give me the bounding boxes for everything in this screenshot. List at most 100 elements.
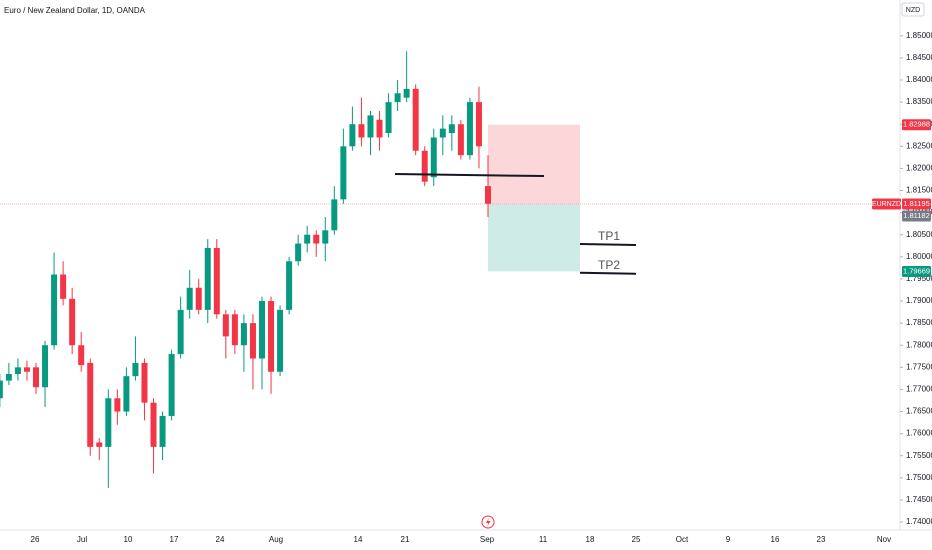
- time-tick-label: 16: [771, 535, 780, 544]
- price-tag: [902, 119, 931, 131]
- tp-line: [579, 243, 637, 247]
- time-tick-label: 11: [539, 535, 548, 544]
- price-tag-label: 1.79669: [903, 266, 930, 275]
- price-tick-label: 1.79500: [906, 274, 932, 283]
- price-tick-label: 1.80500: [906, 230, 932, 239]
- price-tag: [902, 210, 931, 222]
- price-tick-label: 1.85000: [906, 31, 932, 40]
- time-tick-label: 17: [170, 535, 179, 544]
- event-bolt: [486, 518, 491, 527]
- price-tag: [902, 265, 931, 277]
- currency-badge[interactable]: [901, 2, 925, 17]
- price-tick-label: 1.84000: [906, 75, 932, 84]
- price-tick-label: 1.81500: [906, 186, 932, 195]
- candle-body: [204, 247, 211, 310]
- candle-body: [457, 124, 464, 156]
- candle-body: [385, 102, 392, 134]
- time-tick-label: 14: [354, 535, 363, 544]
- event-icon[interactable]: [481, 515, 495, 529]
- tp-line: [579, 271, 637, 275]
- candle-body: [403, 88, 410, 98]
- price-tick-label: 1.84500: [906, 53, 932, 62]
- price-tick-label: 1.80000: [906, 252, 932, 261]
- candle-body: [485, 186, 491, 204]
- time-tick-label: Nov: [877, 535, 891, 544]
- time-tick-label: Oct: [676, 535, 689, 544]
- time-tick-label: Sep: [480, 535, 495, 544]
- candle-body: [195, 287, 202, 310]
- time-tick-label: 18: [586, 535, 595, 544]
- candle-body: [33, 367, 39, 388]
- price-tick-label: 1.76000: [906, 429, 932, 438]
- candle-body: [60, 274, 67, 299]
- candle-body: [177, 309, 184, 355]
- price-tick-label: 1.79000: [906, 296, 932, 305]
- time-tick-label: 23: [817, 535, 826, 544]
- candle-body: [340, 146, 347, 200]
- time-tick-label: Jul: [77, 535, 87, 544]
- price-tick-label: 1.82500: [906, 141, 932, 150]
- candle-body: [42, 345, 49, 388]
- candle-body: [5, 373, 12, 381]
- candle-body: [96, 442, 103, 447]
- price-tick-label: 1.74000: [906, 517, 932, 526]
- price-tick-label: 1.82000: [906, 164, 932, 173]
- price-tag-label: 1.81195: [903, 199, 930, 208]
- candle-body: [322, 230, 329, 244]
- candle-body: [448, 124, 455, 134]
- price-tick-label: 1.77500: [906, 362, 932, 371]
- candle-body: [51, 274, 58, 346]
- price-tick-label: 1.75000: [906, 473, 932, 482]
- candle-body: [376, 119, 383, 138]
- chart-title: Euro / New Zealand Dollar, 1D, OANDA: [4, 6, 146, 15]
- price-tag: [902, 198, 931, 210]
- candle-body: [87, 362, 94, 447]
- candle-body: [367, 115, 374, 138]
- time-tick-label: 26: [31, 535, 40, 544]
- price-tick-label: 1.76500: [906, 407, 932, 416]
- price-tick-label: 1.78500: [906, 318, 932, 327]
- price-tag-label: 1.81182: [903, 211, 930, 220]
- candle-body: [304, 234, 311, 244]
- time-tick-label: Aug: [269, 535, 283, 544]
- candle-body: [186, 287, 193, 310]
- tp-label: TP2: [598, 258, 620, 272]
- candle-body: [439, 128, 446, 138]
- candle-body: [421, 150, 428, 182]
- candle-body: [168, 354, 175, 416]
- candle-body: [240, 323, 247, 346]
- candle-body: [277, 309, 284, 372]
- candle-body: [123, 376, 130, 412]
- symbol-tag: [872, 198, 901, 210]
- candle-body: [78, 345, 85, 366]
- candle-body: [213, 247, 220, 315]
- candle-body: [349, 124, 356, 147]
- candle-body: [114, 398, 121, 412]
- candle-body: [159, 415, 166, 447]
- candle-body: [231, 314, 238, 346]
- candle-body: [69, 298, 76, 346]
- candle-body: [295, 243, 302, 262]
- candle-body: [331, 199, 338, 231]
- symbol-tag-label: EURNZD: [872, 201, 901, 208]
- candle-body: [0, 380, 3, 399]
- candle-body: [394, 93, 401, 103]
- candle-body: [412, 88, 419, 151]
- neckline: [394, 173, 545, 178]
- candle-body: [132, 362, 139, 377]
- candle-body: [259, 301, 265, 359]
- candle-body: [249, 323, 256, 359]
- candle-body: [466, 102, 473, 156]
- price-tick-label: 1.83500: [906, 97, 932, 106]
- currency-label: NZD: [906, 7, 920, 14]
- time-tick-label: 9: [726, 535, 731, 544]
- price-tick-label: 1.74500: [906, 495, 932, 504]
- time-tick-label: 21: [401, 535, 410, 544]
- candle-body: [23, 367, 30, 372]
- candle-body: [475, 102, 482, 147]
- target-zone: [488, 203, 580, 272]
- price-tick-label: 1.75500: [906, 451, 932, 460]
- candle-body: [222, 314, 229, 337]
